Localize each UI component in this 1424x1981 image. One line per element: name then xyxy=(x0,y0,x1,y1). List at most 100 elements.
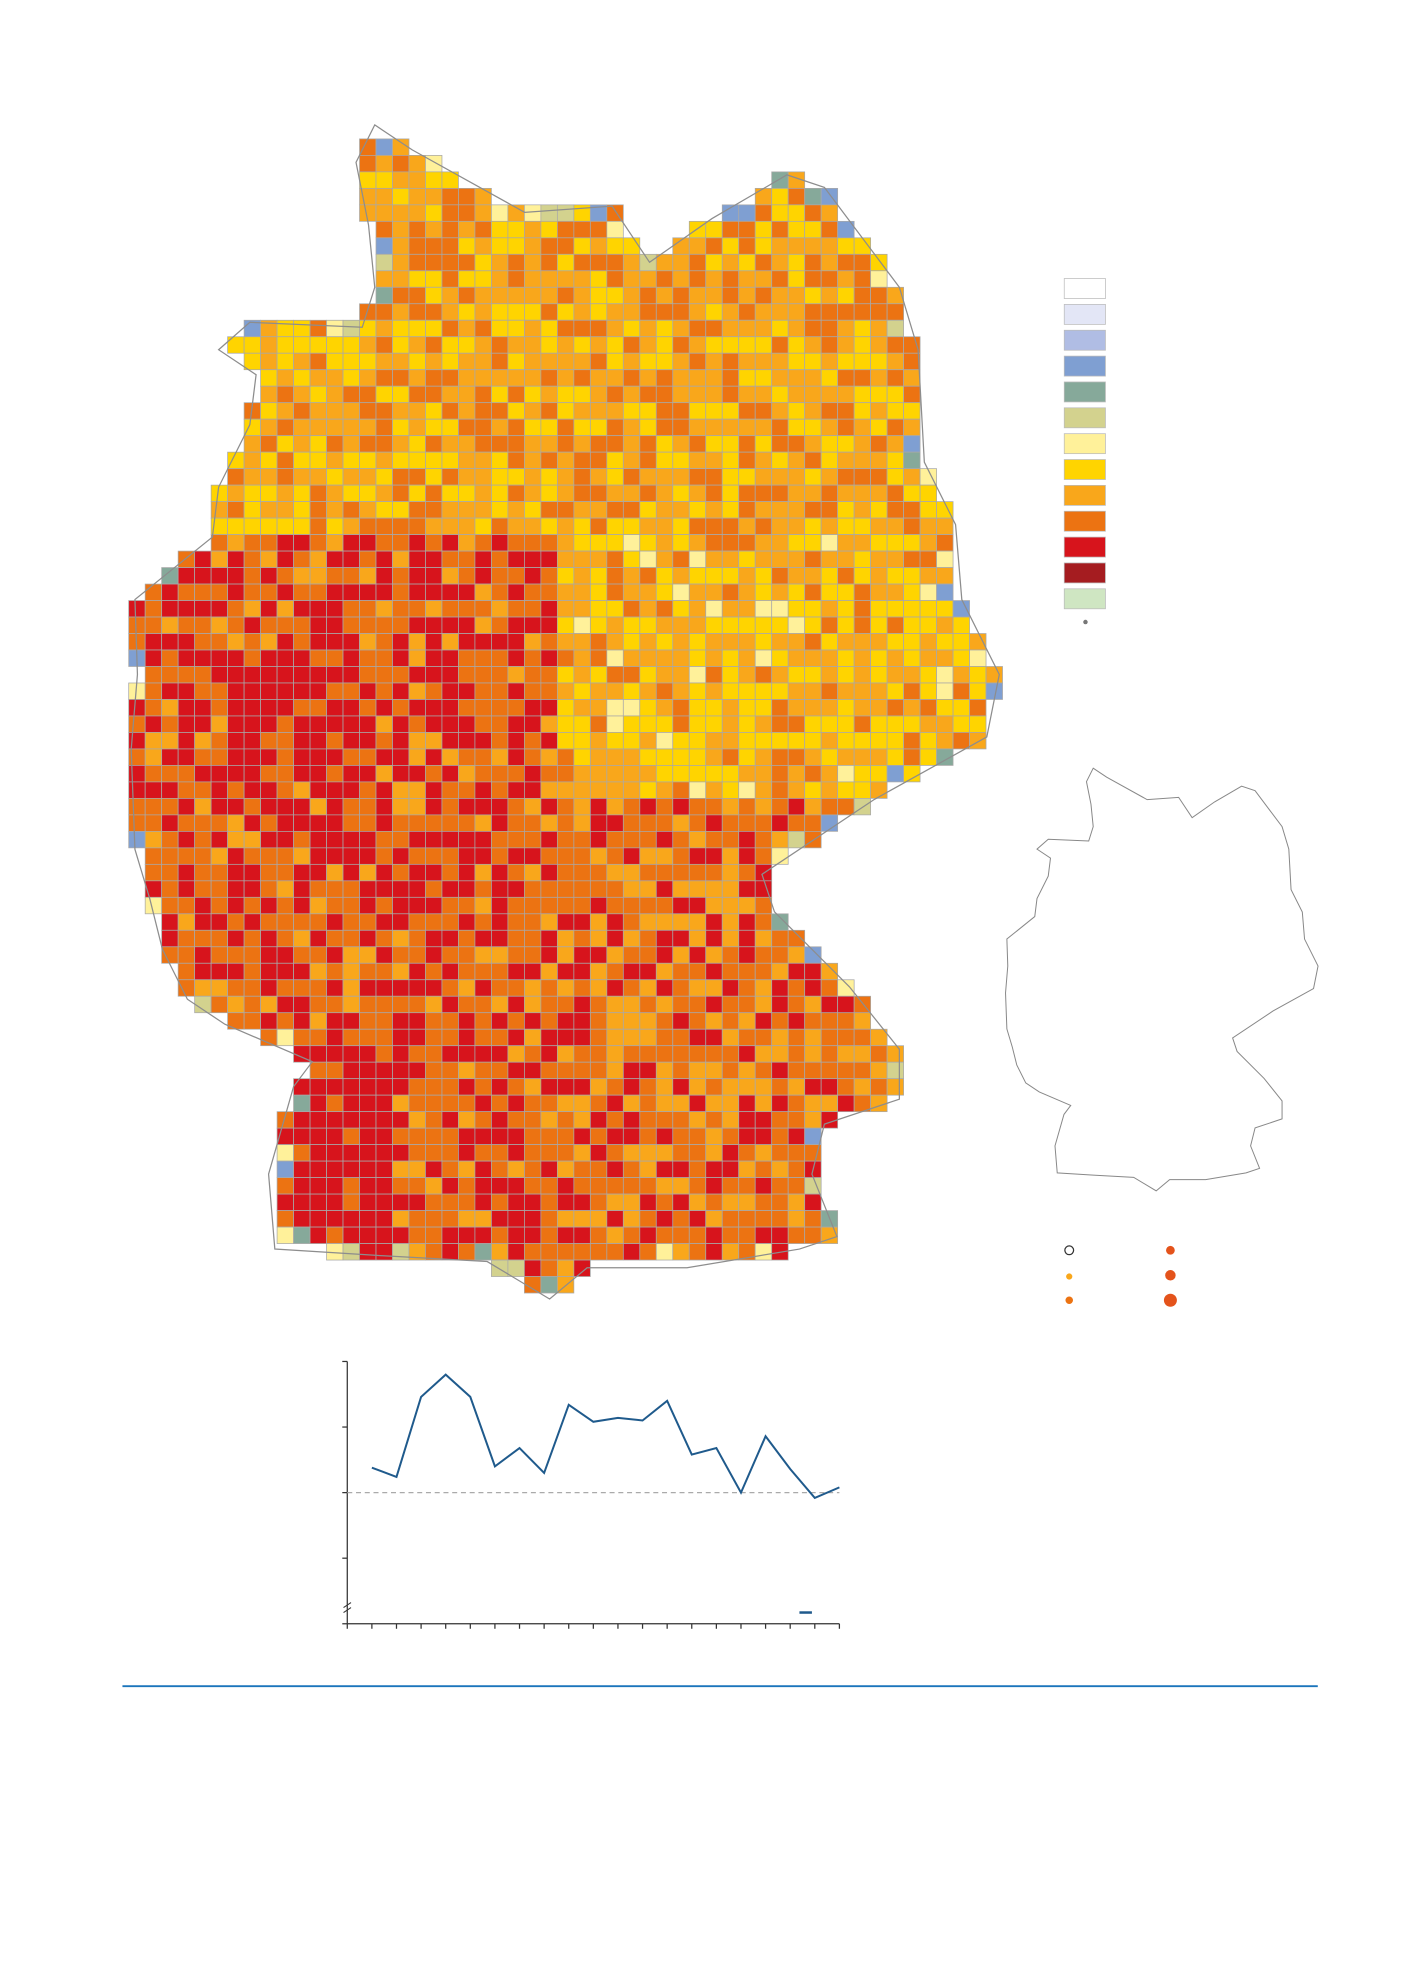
grid-cell xyxy=(820,583,839,601)
grid-cell xyxy=(705,1243,723,1261)
grid-cell xyxy=(359,1210,377,1228)
grid-cell xyxy=(639,1078,657,1096)
grid-cell xyxy=(540,896,558,915)
grid-cell xyxy=(787,220,806,239)
grid-cell xyxy=(655,534,674,552)
grid-cell xyxy=(474,649,492,667)
grid-cell xyxy=(408,1193,426,1211)
grid-cell xyxy=(326,781,344,799)
grid-cell xyxy=(886,303,904,321)
grid-cell xyxy=(573,468,591,486)
grid-cell xyxy=(606,286,624,305)
grid-cell xyxy=(524,319,542,338)
grid-cell xyxy=(672,682,690,700)
grid-cell xyxy=(507,765,525,783)
grid-cell xyxy=(655,501,674,519)
grid-cell xyxy=(359,468,377,486)
grid-cell xyxy=(210,484,228,502)
grid-cell xyxy=(144,863,163,882)
grid-cell xyxy=(425,1012,443,1030)
grid-cell xyxy=(359,1193,377,1211)
grid-cell xyxy=(194,962,212,981)
grid-cell xyxy=(441,715,459,733)
grid-cell xyxy=(524,798,542,816)
grid-cell xyxy=(540,863,558,882)
grid-cell xyxy=(804,336,822,354)
grid-cell xyxy=(458,1045,476,1063)
grid-cell xyxy=(639,534,657,552)
grid-cell xyxy=(342,847,360,865)
grid-cell xyxy=(408,1028,426,1047)
grid-cell xyxy=(804,484,822,502)
grid-cell xyxy=(837,715,855,733)
grid-cell xyxy=(721,270,740,288)
grid-cell xyxy=(540,1078,558,1096)
grid-cell xyxy=(474,550,492,568)
grid-cell xyxy=(771,1127,789,1146)
grid-cell xyxy=(754,600,773,618)
grid-cell xyxy=(441,929,459,948)
grid-cell xyxy=(524,830,542,849)
grid-cell xyxy=(260,814,278,832)
grid-cell xyxy=(688,814,707,832)
grid-cell xyxy=(540,286,558,305)
grid-cell xyxy=(969,699,987,717)
grid-cell xyxy=(425,682,443,700)
grid-cell xyxy=(705,1177,723,1195)
grid-cell xyxy=(573,1144,591,1162)
grid-cell xyxy=(507,1094,525,1113)
grid-cell xyxy=(441,666,459,684)
grid-cell xyxy=(639,550,657,568)
grid-cell xyxy=(787,468,806,486)
grid-cell xyxy=(622,913,641,931)
grid-cell xyxy=(392,567,410,585)
grid-cell xyxy=(870,699,888,717)
grid-cell xyxy=(655,369,674,387)
grid-cell xyxy=(672,814,690,832)
grid-cell xyxy=(787,1210,806,1228)
grid-cell xyxy=(425,616,443,634)
grid-cell xyxy=(655,1061,674,1080)
grid-cell xyxy=(458,517,476,535)
grid-cell xyxy=(524,220,542,239)
grid-cell xyxy=(458,270,476,288)
grid-cell xyxy=(606,962,624,981)
grid-cell xyxy=(787,253,806,272)
grid-cell xyxy=(721,880,740,898)
grid-cell xyxy=(738,633,756,651)
grid-cell xyxy=(491,303,509,321)
grid-cell xyxy=(177,830,196,849)
grid-cell xyxy=(375,995,393,1014)
grid-cell xyxy=(392,369,410,387)
grid-cell xyxy=(787,336,806,354)
grid-cell xyxy=(375,765,393,783)
grid-cell xyxy=(425,814,443,832)
grid-cell xyxy=(326,402,344,420)
grid-cell xyxy=(589,633,608,651)
grid-cell xyxy=(458,880,476,898)
grid-cell xyxy=(425,798,443,816)
grid-cell xyxy=(243,435,261,453)
grid-cell xyxy=(425,1243,443,1261)
grid-cell xyxy=(524,715,542,733)
grid-cell xyxy=(293,550,311,568)
grid-cell xyxy=(540,715,558,733)
grid-cell xyxy=(392,814,410,832)
grid-cell xyxy=(375,1111,393,1129)
grid-cell xyxy=(425,1028,443,1047)
grid-cell xyxy=(458,1193,476,1211)
grid-cell xyxy=(721,699,740,717)
grid-cell xyxy=(853,336,872,354)
grid-cell xyxy=(721,781,740,799)
grid-cell xyxy=(425,517,443,535)
grid-cell xyxy=(441,847,459,865)
grid-cell xyxy=(721,220,740,239)
grid-cell xyxy=(672,418,690,437)
grid-cell xyxy=(688,1210,707,1228)
grid-cell xyxy=(524,649,542,667)
grid-cell xyxy=(540,369,558,387)
grid-cell xyxy=(853,319,872,338)
grid-cell xyxy=(771,1111,789,1129)
grid-cell xyxy=(540,830,558,849)
grid-cell xyxy=(458,550,476,568)
